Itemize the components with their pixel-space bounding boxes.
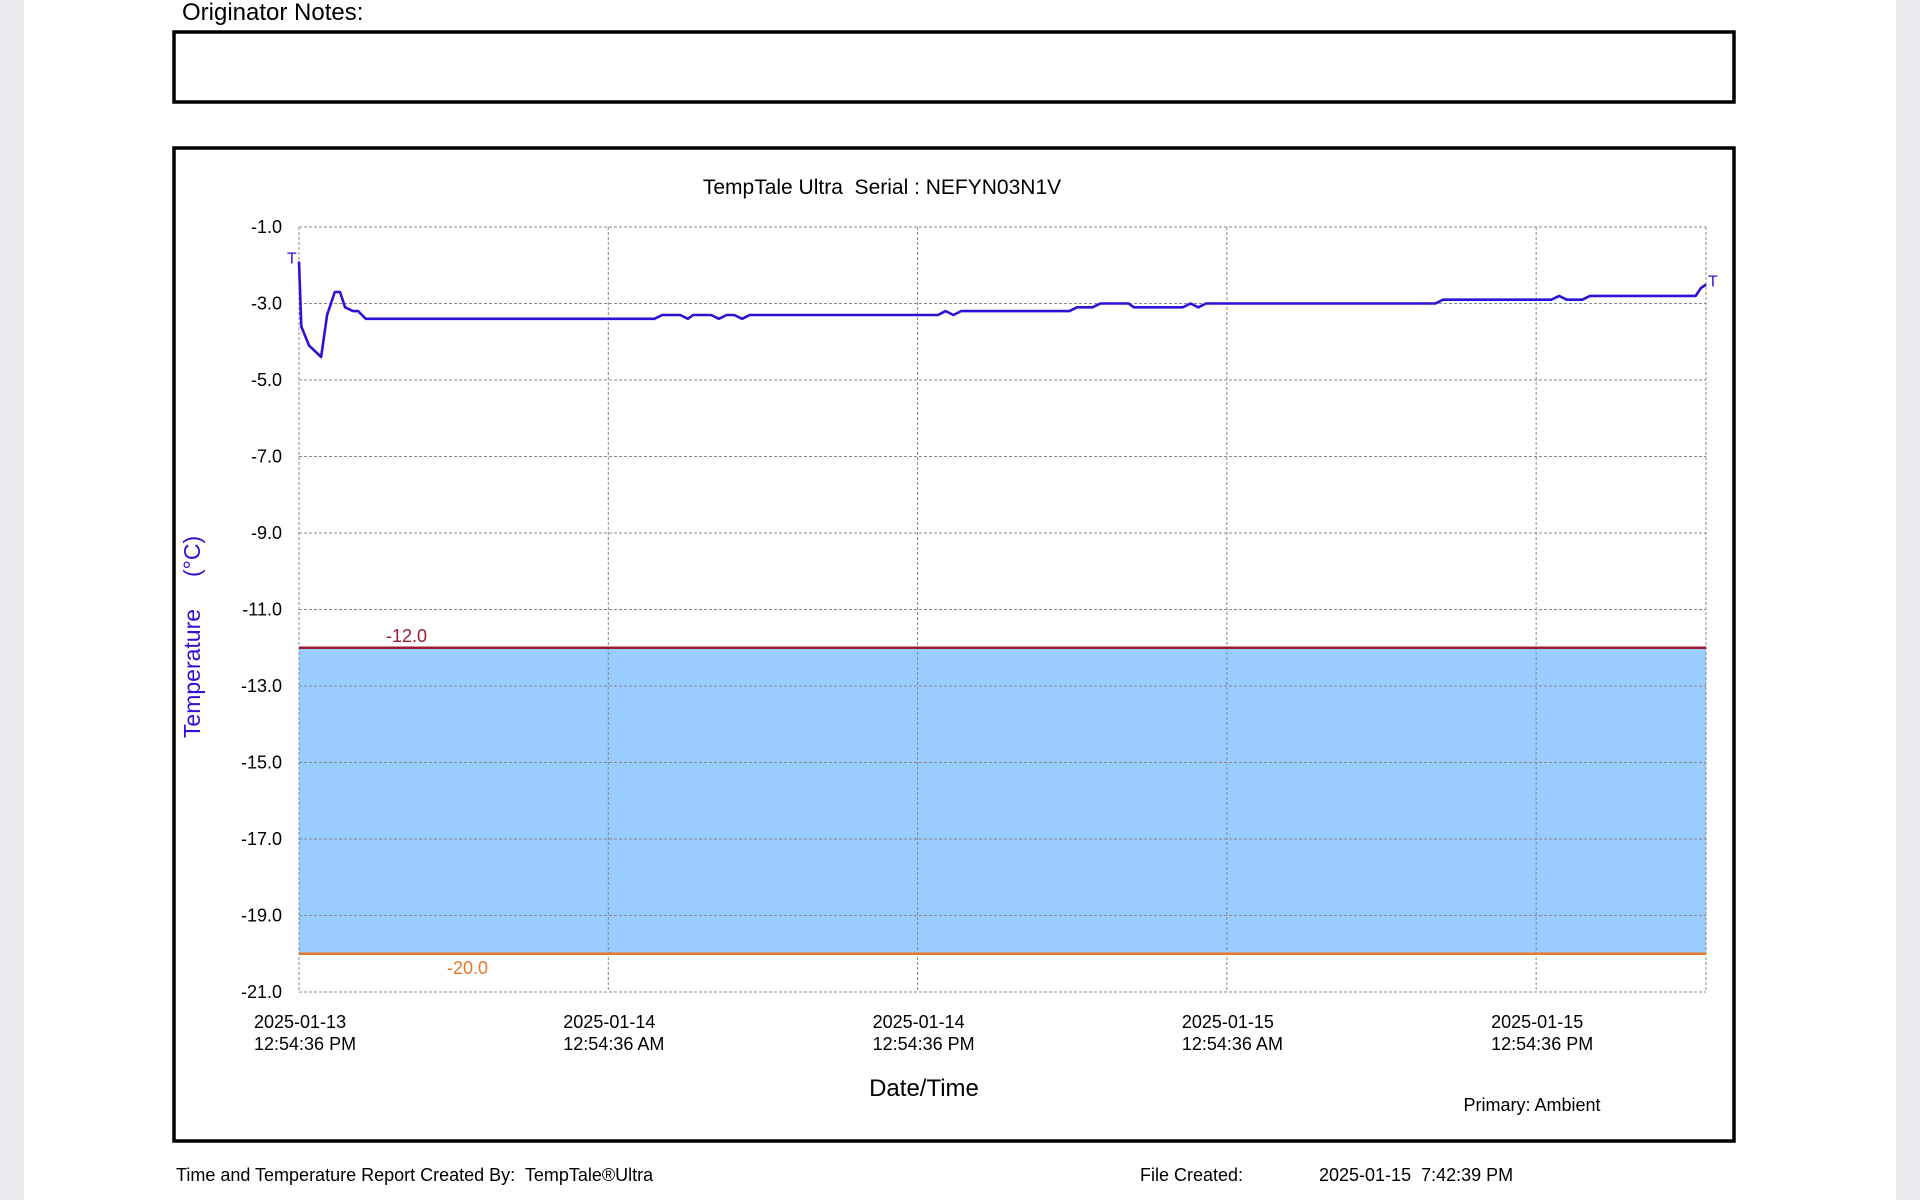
range-fill (299, 647, 1706, 954)
temperature-line (297, 261, 1707, 359)
x-tick-label: 2025-01-15 12:54:36 AM (1182, 1012, 1283, 1054)
y-tick-label: -17.0 (241, 829, 282, 849)
y-tick-label: -11.0 (242, 600, 282, 620)
x-tick-label: 2025-01-14 12:54:36 PM (873, 1012, 975, 1054)
right-margin (1896, 0, 1920, 1200)
notes-box (172, 30, 1736, 104)
y-tick-label: -7.0 (251, 447, 282, 467)
y-tick-label: -13.0 (241, 676, 282, 696)
legend-note: Primary: Ambient (1463, 1095, 1600, 1115)
y-tick-label: -3.0 (251, 294, 282, 314)
y-tick-label: -5.0 (251, 370, 282, 390)
start-marker: T (287, 250, 297, 267)
x-tick-label: 2025-01-13 12:54:36 PM (254, 1012, 356, 1054)
alarm-label: -20.0 (447, 958, 488, 978)
y-tick-label: -19.0 (241, 906, 282, 926)
alarm-label: -12.0 (386, 626, 427, 646)
y-tick-label: -1.0 (251, 217, 282, 237)
y-tick-label: -21.0 (241, 982, 282, 1002)
y-tick-label: -15.0 (241, 753, 282, 773)
left-margin (0, 0, 24, 1200)
footer-file-created: 2025-01-15 7:42:39 PM (1319, 1165, 1513, 1185)
notes-label: Originator Notes: (182, 0, 363, 26)
chart-frame (172, 146, 1736, 1143)
y-tick-label: -9.0 (251, 523, 282, 543)
footer-file-created-label: File Created: (1140, 1165, 1243, 1185)
y-axis-label: Temperature (°C) (179, 536, 205, 738)
x-axis-label: Date/Time (869, 1075, 979, 1102)
footer-created-by: Time and Temperature Report Created By: … (176, 1165, 654, 1185)
x-tick-label: 2025-01-14 12:54:36 AM (563, 1012, 664, 1054)
x-tick-label: 2025-01-15 12:54:36 PM (1491, 1012, 1593, 1054)
end-marker: T (1708, 273, 1718, 290)
chart-title: TempTale Ultra Serial : NEFYN03N1V (703, 176, 1061, 199)
